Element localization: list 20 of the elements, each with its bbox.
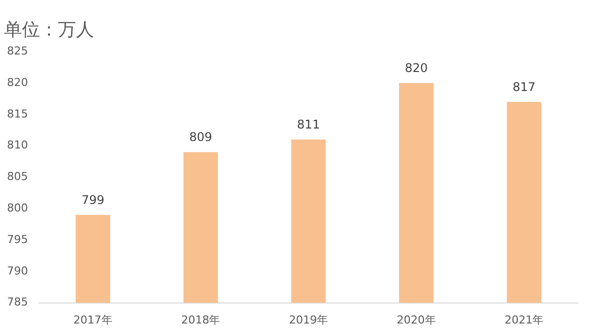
data-label: 820 xyxy=(404,61,428,76)
y-tick-label: 800 xyxy=(6,201,28,214)
x-tick-label: 2021年 xyxy=(504,313,544,326)
x-tick-label: 2017年 xyxy=(73,313,112,326)
x-tick-label: 2020年 xyxy=(396,313,436,326)
y-tick-label: 805 xyxy=(6,170,28,184)
y-tick-label: 820 xyxy=(6,76,28,89)
data-label: 809 xyxy=(189,130,212,144)
x-tick-label: 2018年 xyxy=(181,313,220,326)
y-tick-label: 825 xyxy=(6,44,28,58)
data-label: 817 xyxy=(512,80,536,94)
y-tick-label: 795 xyxy=(6,232,28,246)
data-label: 811 xyxy=(297,118,320,132)
x-tick-label: 2019年 xyxy=(289,313,328,326)
chart-title: 单位：万人 xyxy=(4,19,94,40)
y-tick-label: 815 xyxy=(6,107,28,120)
y-tick-label: 810 xyxy=(6,138,28,152)
data-label: 799 xyxy=(81,193,104,208)
y-tick-label: 790 xyxy=(6,264,28,278)
y-tick-label: 785 xyxy=(6,296,28,309)
